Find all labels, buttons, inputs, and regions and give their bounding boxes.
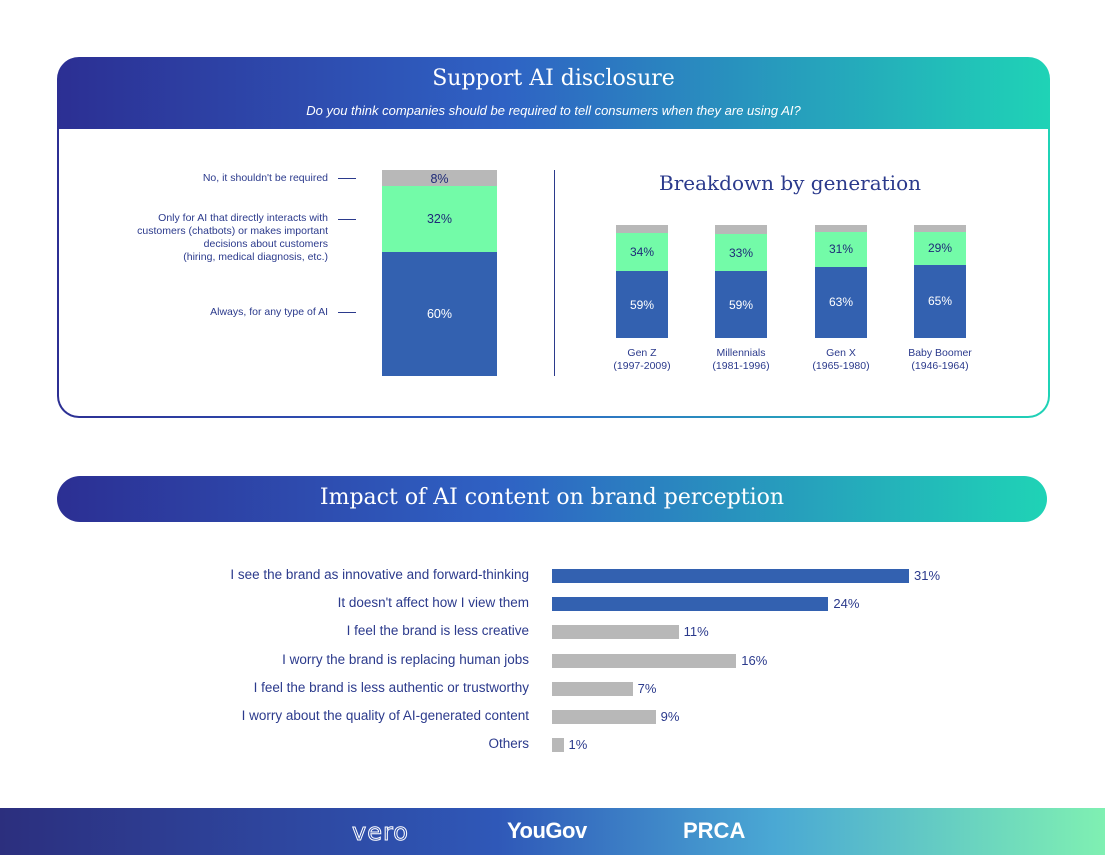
bar-category-label: I worry about the quality of AI-generate… — [241, 708, 529, 723]
brand-perception-banner: Impact of AI content on brand perception — [57, 476, 1047, 522]
generation-years: (1946-1964) — [911, 360, 969, 372]
horizontal-bar — [552, 625, 679, 640]
bar-category-label: I feel the brand is less creative — [346, 623, 529, 639]
panel-body — [59, 129, 1048, 416]
generation-label: Gen X (1965-1980) — [791, 347, 891, 373]
panel-title: Support AI disclosure — [432, 66, 675, 91]
stack-segment: 8% — [382, 170, 497, 187]
generation-bar-segment: 34% — [616, 232, 668, 272]
bar-value-label: 7% — [637, 680, 657, 696]
generation-bar-segment — [815, 225, 867, 232]
stack-segment: 32% — [382, 186, 497, 253]
generation-bar-segment: 59% — [715, 271, 767, 338]
segment-value-label: 59% — [629, 297, 655, 312]
stack-category-label: Always, for any type of AI — [210, 306, 328, 319]
segment-value-label: 29% — [927, 241, 953, 256]
stack-category-label: No, it shouldn't be required — [203, 172, 328, 185]
generation-label: Gen Z (1997-2009) — [592, 347, 692, 373]
generation-bar-segment: 31% — [815, 231, 867, 267]
generation-bar-segment — [914, 225, 966, 232]
generation-bar-segment — [616, 225, 668, 233]
segment-value-label: 34% — [629, 245, 655, 260]
horizontal-bar — [552, 681, 633, 696]
leader-line — [338, 312, 356, 313]
generation-chart-title: Breakdown by generation — [659, 171, 921, 195]
bar-value-label: 24% — [833, 596, 860, 612]
segment-value-label: 32% — [426, 212, 453, 227]
segment-value-label: 31% — [828, 242, 854, 257]
segment-value-label: 60% — [426, 307, 453, 322]
bar-category-label: I feel the brand is less authentic or tr… — [253, 679, 529, 695]
bar-value-label: 31% — [914, 568, 941, 583]
segment-value-label: 8% — [430, 172, 449, 186]
bar-value-label: 11% — [683, 624, 709, 640]
yougov-logo: YouGov — [507, 818, 587, 843]
generation-name: Gen Z — [627, 347, 657, 359]
section-title: Impact of AI content on brand perception — [319, 485, 785, 510]
leader-line — [338, 178, 356, 179]
generation-years: (1965-1980) — [812, 360, 870, 372]
stack-segment: 60% — [382, 252, 497, 376]
horizontal-bar — [552, 653, 737, 668]
bar-category-label: I see the brand as innovative and forwar… — [230, 567, 529, 582]
bar-value-label: 9% — [660, 709, 680, 724]
horizontal-bar — [552, 710, 656, 724]
horizontal-bar — [552, 738, 564, 753]
horizontal-bar — [552, 597, 829, 612]
generation-bar-segment — [715, 225, 767, 235]
segment-value-label: 33% — [728, 245, 754, 260]
generation-bar-segment: 65% — [914, 264, 966, 338]
segment-value-label: 59% — [728, 297, 754, 312]
segment-value-label: 63% — [828, 295, 854, 310]
leader-line — [338, 219, 356, 220]
generation-years: (1981-1996) — [712, 360, 770, 372]
generation-name: Baby Boomer — [908, 347, 972, 359]
generation-bar-segment: 33% — [715, 234, 767, 272]
generation-label: Baby Boomer (1946-1964) — [890, 347, 990, 373]
bar-value-label: 1% — [568, 737, 588, 753]
label-line: customers (chatbots) or makes important — [137, 225, 328, 237]
vero-logo: vero — [352, 818, 409, 847]
bar-category-label: Others — [488, 736, 529, 752]
generation-bar-segment: 63% — [815, 266, 867, 338]
label-line: Only for AI that directly interacts with — [158, 212, 328, 224]
segment-value-label: 65% — [927, 294, 953, 309]
label-line: Always, for any type of AI — [210, 306, 328, 318]
label-line: No, it shouldn't be required — [202, 172, 328, 184]
prca-logo: PRCA — [683, 818, 746, 843]
generation-name: Millennials — [716, 347, 766, 359]
label-line: decisions about customers — [203, 238, 328, 250]
horizontal-bar — [552, 569, 909, 583]
stack-category-label: Only for AI that directly interacts with… — [137, 212, 328, 264]
bar-category-label: I worry the brand is replacing human job… — [282, 651, 529, 667]
generation-name: Gen X — [826, 347, 856, 359]
generation-label: Millennials (1981-1996) — [691, 347, 791, 373]
bar-category-label: It doesn't affect how I view them — [337, 595, 529, 611]
generation-bar-segment: 29% — [914, 231, 966, 265]
disclosure-panel: Support AI disclosure Do you think compa… — [57, 57, 1050, 418]
chart-divider — [554, 170, 555, 376]
bar-value-label: 16% — [741, 652, 768, 668]
generation-years: (1997-2009) — [613, 360, 671, 372]
footer-bar: vero YouGov PRCA — [0, 808, 1105, 855]
panel-subtitle: Do you think companies should be require… — [306, 103, 801, 118]
generation-bar-segment: 59% — [616, 271, 668, 338]
label-line: (hiring, medical diagnosis, etc.) — [183, 251, 328, 263]
